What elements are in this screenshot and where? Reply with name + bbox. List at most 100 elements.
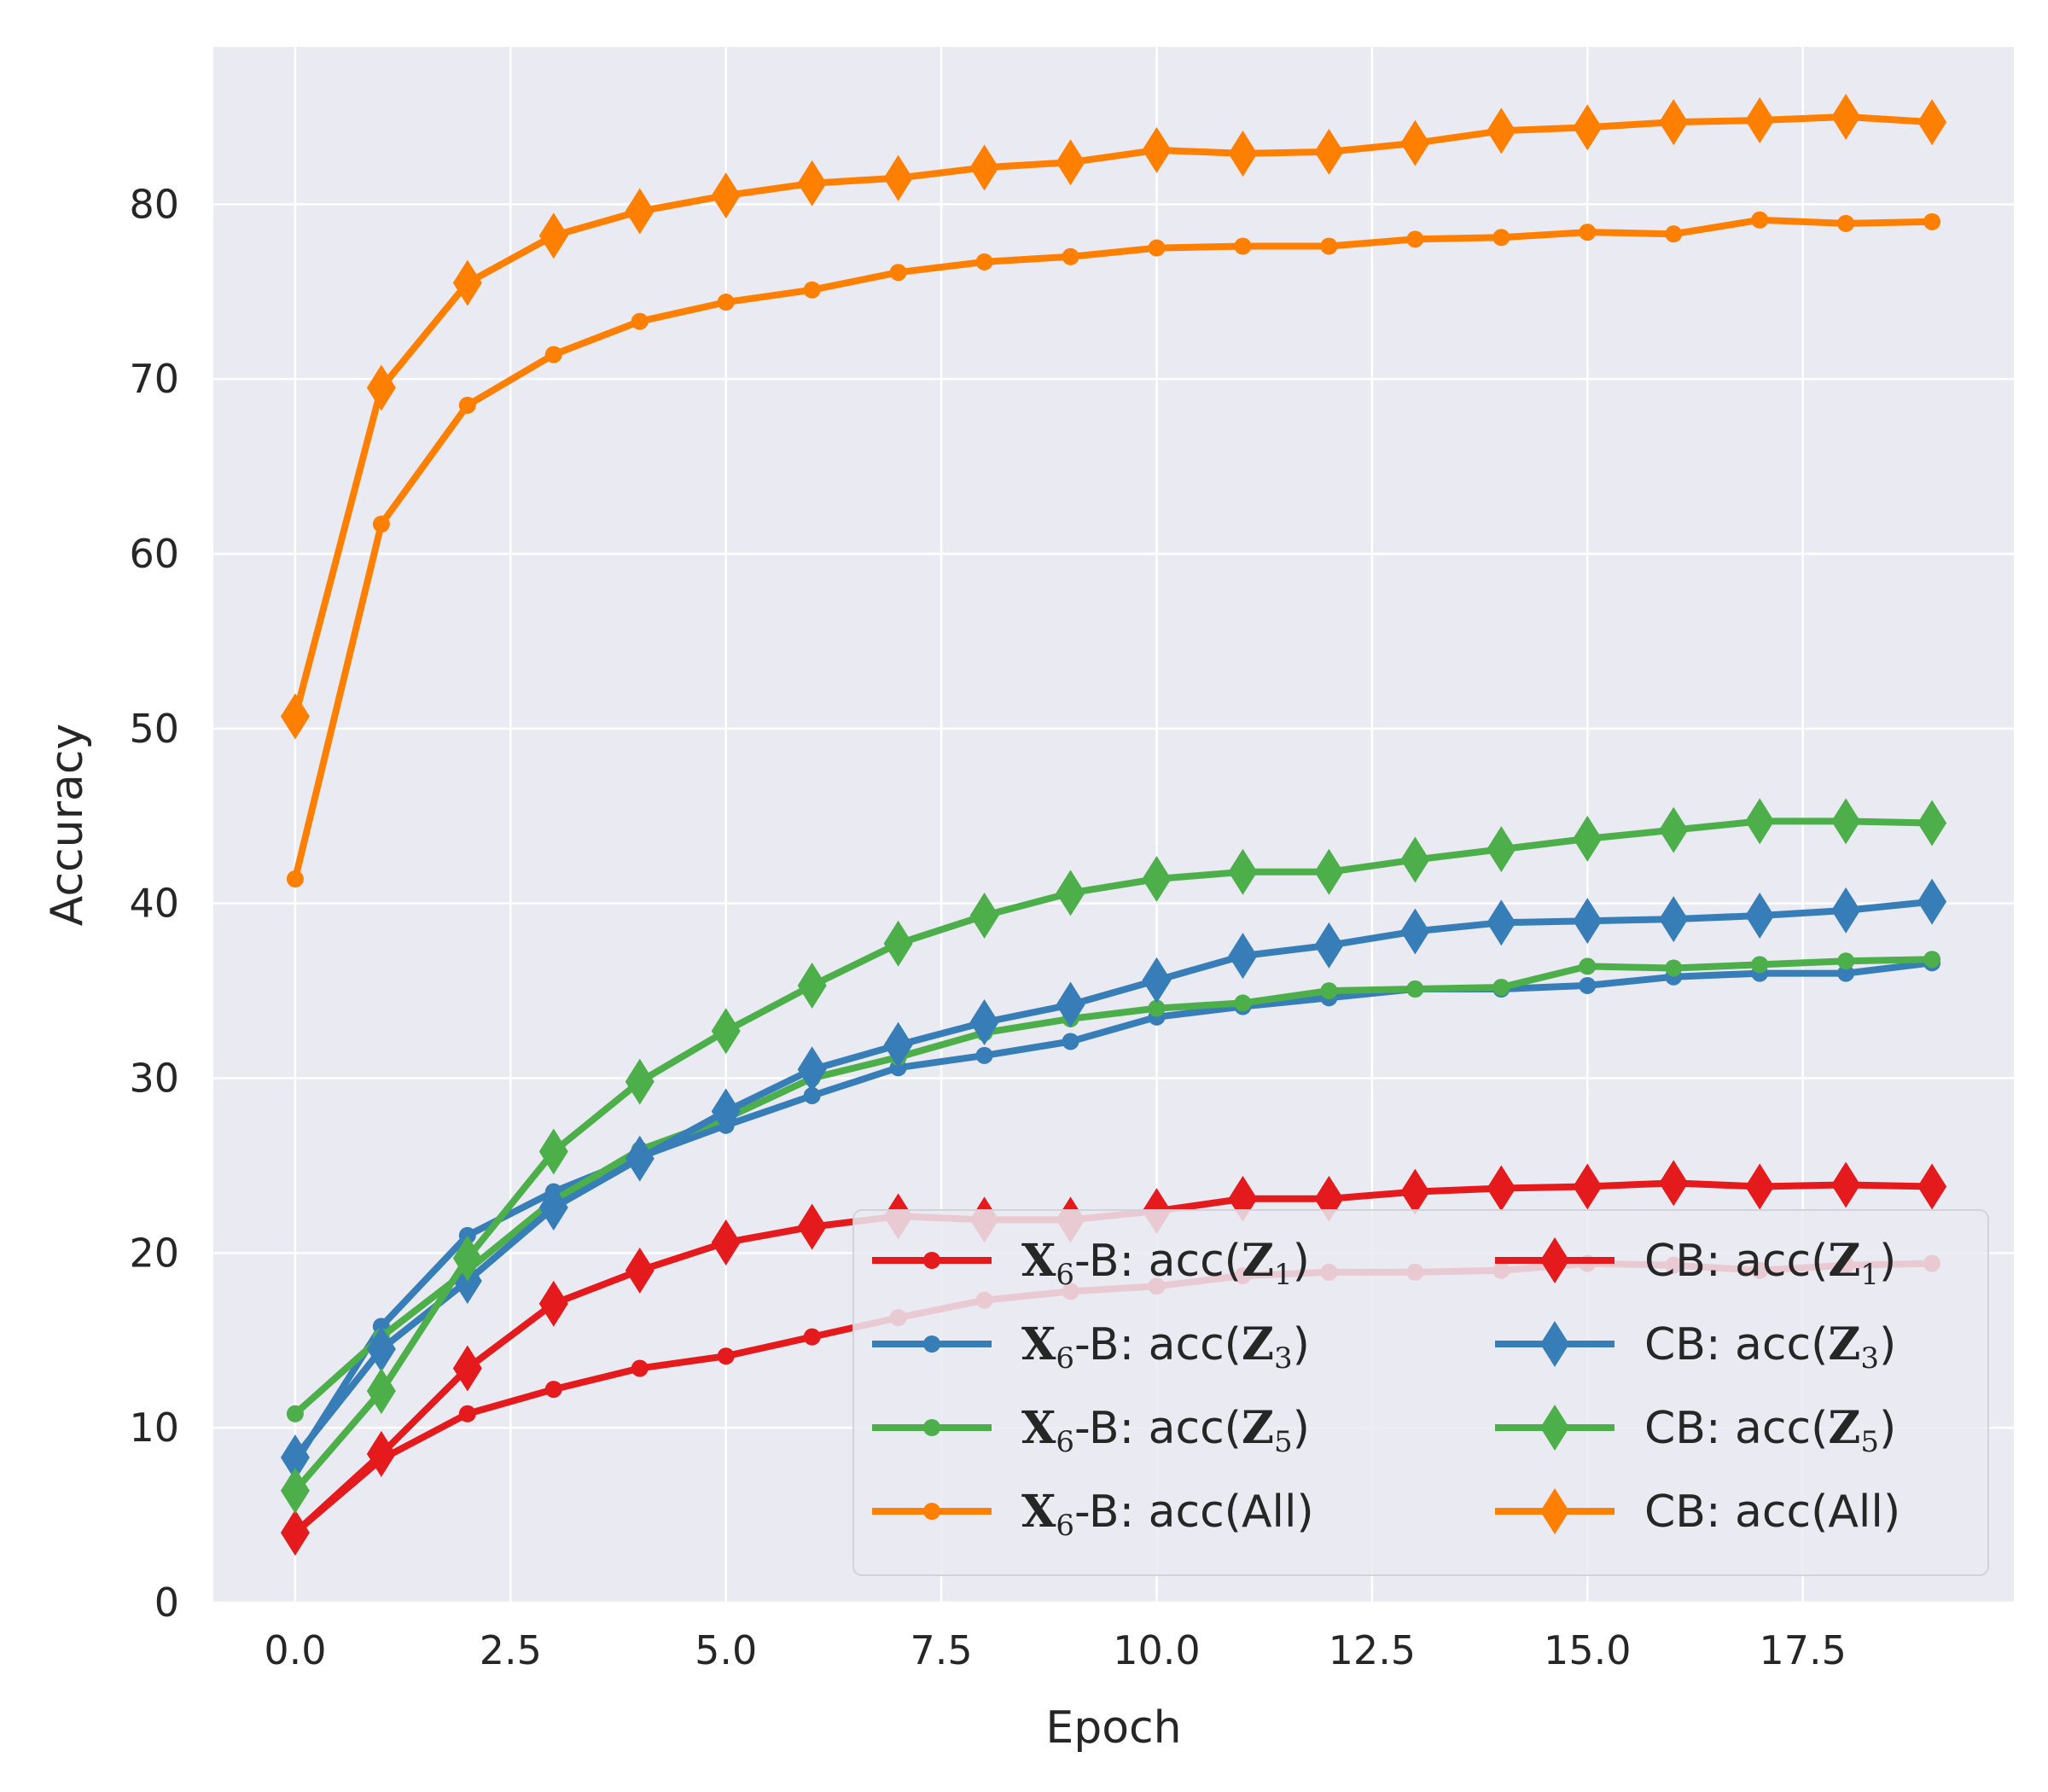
data-point-marker [538,212,568,259]
data-point-marker [1148,239,1166,257]
data-point-marker [1751,211,1769,229]
legend-entry: X6-B: acc(Z1) [872,1235,1310,1292]
data-point-marker [797,1046,827,1093]
data-point-marker [1837,214,1855,232]
x-tick-label: 12.5 [1329,1627,1416,1673]
data-point-marker [1400,119,1430,166]
legend-swatch-marker [923,1503,940,1520]
y-tick-label: 40 [129,881,179,927]
data-point-marker [803,1328,821,1346]
data-point-marker [1659,806,1689,853]
x-tick-label: 7.5 [911,1627,973,1673]
series-line [291,898,1936,1461]
data-point-marker [1062,1033,1079,1050]
x-tick-label: 0.0 [264,1627,326,1673]
data-point-marker [1062,247,1079,265]
y-axis-label: Accuracy [42,724,93,926]
data-point-marker [797,1203,827,1250]
data-point-marker [1837,964,1855,982]
data-point-marker [280,1510,310,1556]
legend-label: CB: acc(Z5) [1644,1402,1896,1459]
data-point-marker [1831,798,1861,845]
data-point-marker [1320,982,1338,1000]
tick-labels: 0.0 2.5 5.0 7.5 10.0 12.5 15.0 17.5 0 10 20 30 40 50 6… [129,181,1846,1673]
x-tick-label: 2.5 [480,1627,542,1673]
data-point-marker [1917,878,1947,925]
data-point-marker [1745,1163,1775,1210]
data-point-marker [366,1325,396,1372]
x-tick-label: 5.0 [695,1627,757,1673]
data-point-marker [1320,237,1338,255]
data-point-marker [366,1430,396,1477]
data-point-marker [1659,1160,1689,1207]
data-point-marker [1665,959,1683,977]
data-point-marker [544,1381,562,1399]
data-point-marker [625,1135,655,1182]
legend-label: CB: acc(Z1) [1644,1235,1896,1292]
data-point-marker [717,294,735,311]
legend-label: CB: acc(All) [1644,1487,1900,1538]
data-point-marker [1228,130,1258,177]
data-point-marker [1228,933,1258,980]
y-tick-label: 20 [129,1230,179,1276]
data-point-marker [280,693,310,740]
data-point-marker [1142,126,1172,173]
data-point-marker [1492,978,1510,996]
data-point-marker [1234,994,1252,1012]
data-point-marker [538,1280,568,1327]
data-point-marker [1665,225,1683,243]
legend-swatch-marker [923,1419,940,1436]
x-axis-label: Epoch [1045,1702,1181,1754]
data-point-marker [1056,870,1085,916]
legend-swatch-marker [923,1252,940,1269]
legend: X6-B: acc(Z1) X6-B: acc(Z3) X6-B: acc(Z5) X… [852,1209,1989,1576]
y-tick-label: 30 [129,1056,179,1102]
data-point-marker [1837,952,1855,970]
data-point-marker [1573,1163,1603,1210]
data-point-marker [458,396,476,414]
series-line [291,956,1936,1417]
data-point-marker [1406,230,1424,248]
data-point-marker [366,1368,396,1415]
data-point-marker [452,1235,482,1282]
legend-swatch-marker [1540,1488,1569,1534]
data-point-marker [1142,855,1172,902]
data-point-marker [538,1128,568,1175]
data-point-marker [1917,99,1947,146]
y-tick-label: 0 [154,1580,179,1626]
data-point-marker [1492,229,1510,247]
y-tick-label: 60 [129,531,179,577]
legend-label: X6-B: acc(All) [1021,1486,1314,1543]
data-point-marker [711,172,741,219]
data-point-marker [286,1405,304,1423]
legend-swatch-marker [1540,1237,1569,1283]
data-point-marker [372,515,390,533]
data-point-marker [1917,800,1947,847]
data-point-marker [1745,893,1775,940]
data-point-marker [1487,1165,1516,1212]
legend-entry: CB: acc(Z1) [1495,1235,1896,1292]
y-tick-label: 50 [129,706,179,752]
data-point-marker [366,364,396,411]
series-cb-acc-z3- [280,878,1947,1481]
data-point-marker [975,253,993,271]
data-point-marker [625,188,655,235]
data-point-marker [1400,908,1430,955]
data-point-marker [625,1058,655,1105]
x-tick-label: 15.0 [1544,1627,1631,1673]
data-point-marker [1234,237,1252,255]
data-point-marker [1831,93,1861,140]
data-point-marker [1659,896,1689,943]
data-point-marker [631,1359,649,1377]
data-point-marker [717,1347,735,1365]
data-point-marker [797,962,827,1009]
x-tick-label: 17.5 [1759,1627,1846,1673]
data-point-marker [711,1088,741,1135]
data-point-marker [1228,848,1258,895]
legend-label: X6-B: acc(Z1) [1021,1235,1310,1292]
data-point-marker [1148,999,1166,1017]
series-line [291,959,1936,1467]
data-point-marker [1745,97,1775,144]
data-point-marker [975,1046,993,1064]
